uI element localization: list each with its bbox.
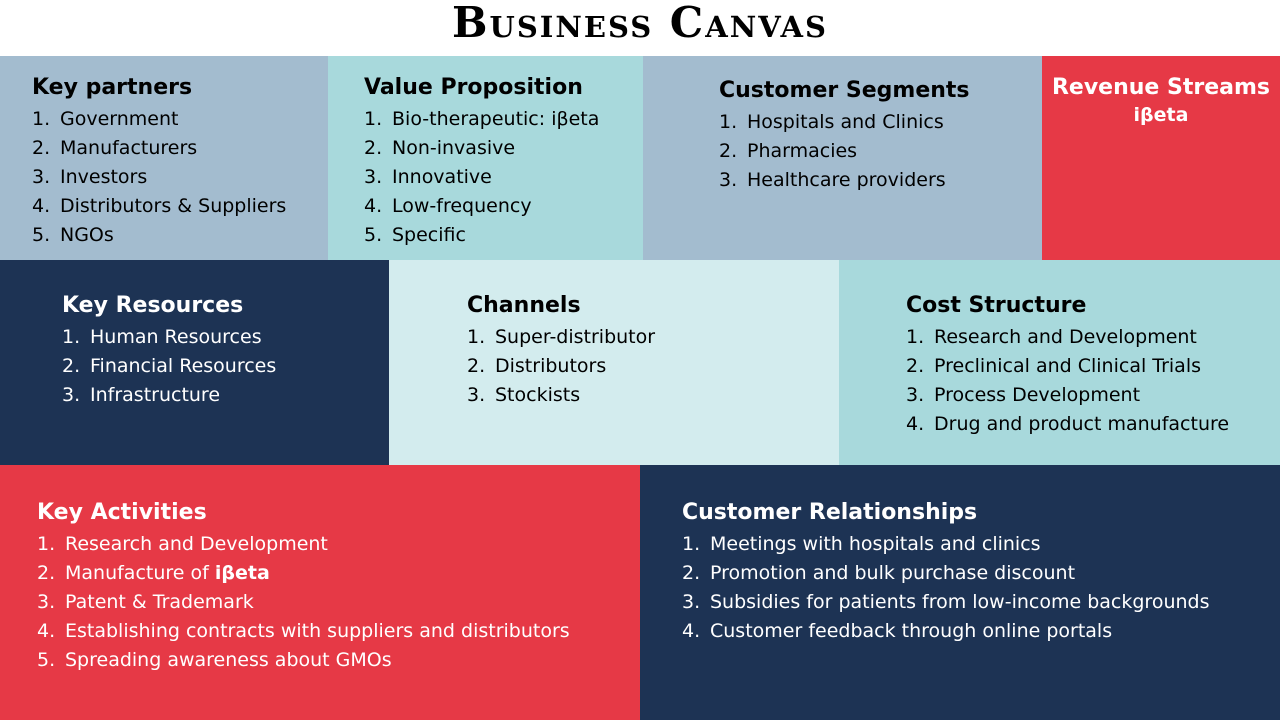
list-item: Research and Development — [37, 530, 328, 559]
list-item: Government — [32, 105, 179, 134]
revenue-streams-subtitle: iβeta — [1133, 104, 1189, 126]
customer-relationships-heading: Customer Relationships — [682, 500, 978, 525]
key-activities-heading: Key Activities — [37, 500, 207, 525]
customer-relationships-list: Meetings with hospitals and clinics Prom… — [682, 530, 1280, 646]
list-item: Super-distributor — [467, 323, 656, 352]
list-item: Bio-therapeutic: iβeta — [364, 105, 600, 134]
list-item: Investors — [32, 163, 148, 192]
list-item: Process Development — [906, 381, 1141, 410]
key-partners-heading: Key partners — [32, 75, 193, 100]
cost-structure-heading: Cost Structure — [906, 293, 1087, 318]
key-resources-block: Key Resources Human Resources Financial … — [0, 260, 389, 465]
value-proposition-heading: Value Proposition — [364, 75, 583, 100]
list-item: Distributors — [467, 352, 607, 381]
channels-block: Channels Super-distributor Distributors … — [389, 260, 839, 465]
channels-heading: Channels — [467, 293, 581, 318]
cost-structure-block: Cost Structure Research and Development … — [839, 260, 1280, 465]
list-item: Stockists — [467, 381, 581, 410]
list-item: Distributors & Suppliers — [32, 192, 287, 221]
customer-segments-block: Customer Segments Hospitals and Clinics … — [643, 56, 1042, 260]
value-proposition-list: Bio-therapeutic: iβeta Non-invasive Inno… — [364, 105, 643, 250]
list-item: Meetings with hospitals and clinics — [682, 530, 1041, 559]
list-item: Patent & Trademark — [37, 588, 254, 617]
list-item: Financial Resources — [62, 352, 277, 381]
list-item: Pharmacies — [719, 137, 858, 166]
list-item: Innovative — [364, 163, 492, 192]
customer-relationships-block: Customer Relationships Meetings with hos… — [640, 465, 1280, 720]
list-item: Infrastructure — [62, 381, 221, 410]
list-item: Preclinical and Clinical Trials — [906, 352, 1202, 381]
customer-segments-list: Hospitals and Clinics Pharmacies Healthc… — [719, 108, 1042, 195]
key-partners-block: Key partners Government Manufacturers In… — [0, 56, 328, 260]
key-activities-block: Key Activities Research and Development … — [0, 465, 640, 720]
channels-list: Super-distributor Distributors Stockists — [467, 323, 839, 410]
list-item: Specific — [364, 221, 466, 250]
list-item: Research and Development — [906, 323, 1197, 352]
list-item: Spreading awareness about GMOs — [37, 646, 392, 675]
list-item: NGOs — [32, 221, 114, 250]
list-item: Establishing contracts with suppliers an… — [37, 617, 570, 646]
list-item: Manufacture of iβeta — [37, 559, 640, 588]
value-proposition-block: Value Proposition Bio-therapeutic: iβeta… — [328, 56, 643, 260]
list-item: Promotion and bulk purchase discount — [682, 559, 1076, 588]
customer-segments-heading: Customer Segments — [719, 78, 970, 103]
list-item: Human Resources — [62, 323, 262, 352]
list-item: Customer feedback through online portals — [682, 617, 1113, 646]
list-item: Healthcare providers — [719, 166, 946, 195]
key-resources-list: Human Resources Financial Resources Infr… — [62, 323, 389, 410]
list-item: Subsidies for patients from low-income b… — [682, 588, 1210, 617]
list-item: Hospitals and Clinics — [719, 108, 944, 137]
key-resources-heading: Key Resources — [62, 293, 244, 318]
product-name: iβeta — [214, 562, 270, 584]
revenue-streams-heading: Revenue Streams — [1051, 75, 1271, 100]
list-item: Low-frequency — [364, 192, 532, 221]
list-item-text: Manufacture of — [65, 562, 215, 584]
revenue-streams-block: Revenue Streams iβeta — [1042, 56, 1280, 260]
list-item: Drug and product manufacture — [906, 410, 1230, 439]
key-partners-list: Government Manufacturers Investors Distr… — [32, 105, 328, 250]
list-item: Manufacturers — [32, 134, 198, 163]
cost-structure-list: Research and Development Preclinical and… — [906, 323, 1280, 439]
page-title: Business Canvas — [452, 0, 828, 47]
list-item: Non-invasive — [364, 134, 516, 163]
key-activities-list: Research and Development Manufacture of … — [37, 530, 640, 675]
